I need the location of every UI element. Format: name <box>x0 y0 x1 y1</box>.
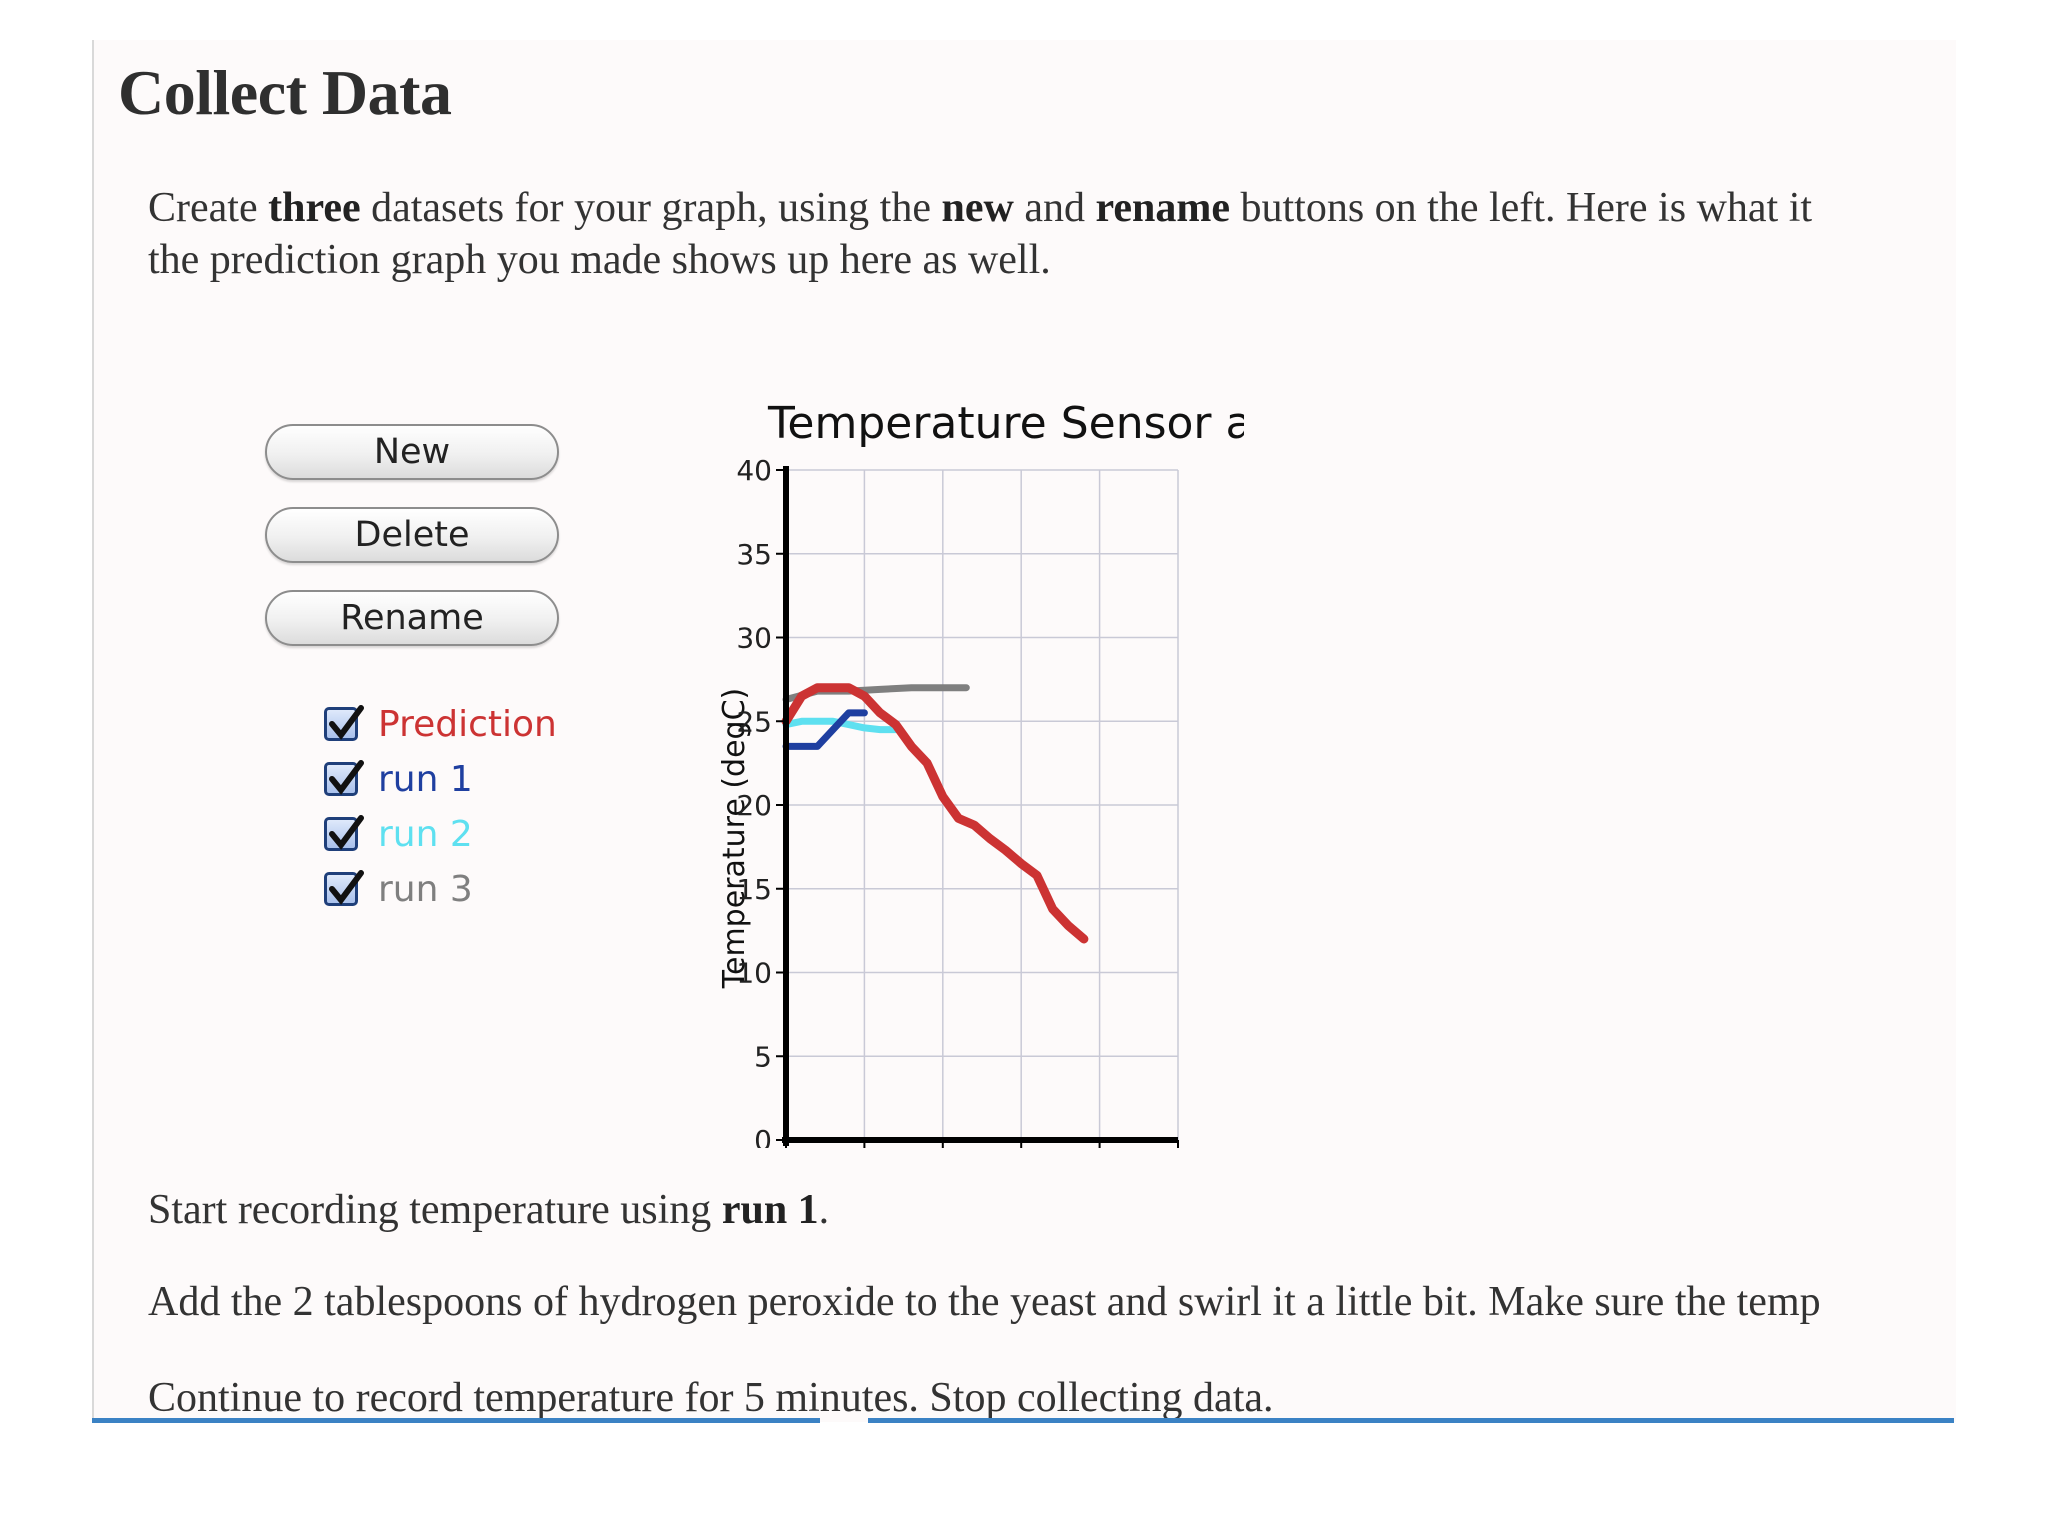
intro-bold-three: three <box>268 185 361 231</box>
series-line-run-1 <box>782 709 868 750</box>
legend-item-prediction[interactable]: Prediction <box>324 702 557 746</box>
intro-text: and <box>1013 185 1096 231</box>
instruction-continue-recording: Continue to record temperature for 5 min… <box>148 1375 1274 1421</box>
y-tick-label: 15 <box>736 873 772 906</box>
y-tick-label: 35 <box>736 538 772 571</box>
legend-item-run-1[interactable]: run 1 <box>324 757 473 801</box>
instruction-text: Start recording temperature using <box>148 1187 722 1233</box>
legend-label-run-2: run 2 <box>378 813 473 855</box>
chart-title: Temperature Sensor and <box>767 398 1244 449</box>
checkbox-checked-icon[interactable] <box>324 815 364 851</box>
intro-text: datasets for your graph, using the <box>360 185 942 231</box>
legend-item-run-2[interactable]: run 2 <box>324 812 473 856</box>
intro-text: Create <box>148 185 269 231</box>
checkbox-checked-icon[interactable] <box>324 870 364 906</box>
checkbox-checked-icon[interactable] <box>324 760 364 796</box>
page-title: Collect Data <box>118 57 452 128</box>
instruction-add-peroxide: Add the 2 tablespoons of hydrogen peroxi… <box>148 1279 1821 1325</box>
y-tick-label: 20 <box>736 789 772 822</box>
legend-label-run-1: run 1 <box>378 758 473 800</box>
chart-axes <box>782 466 1178 1146</box>
intro-bold-new: new <box>941 185 1014 231</box>
y-tick-label: 5 <box>754 1040 772 1073</box>
y-tick-label: 25 <box>736 705 772 738</box>
graph-widget: New Delete Rename Prediction run 1 run 2 <box>172 340 1252 1148</box>
legend-label-run-3: run 3 <box>378 868 473 910</box>
rename-button[interactable]: Rename <box>265 590 559 646</box>
y-tick-label: 30 <box>736 622 772 655</box>
chart-grid <box>786 469 1179 1140</box>
y-tick-label: 10 <box>736 957 772 990</box>
legend-label-prediction: Prediction <box>378 703 557 745</box>
y-tick-label: 0 <box>754 1124 772 1148</box>
y-tick-label: 40 <box>736 454 772 487</box>
chart-series <box>781 683 1089 944</box>
content-panel: Collect Data Create three datasets for y… <box>92 40 1956 1422</box>
series-line-prediction <box>781 683 1089 944</box>
instruction-bold-run-1: run 1 <box>721 1187 819 1233</box>
checkbox-checked-icon[interactable] <box>324 705 364 741</box>
intro-bold-rename: rename <box>1095 185 1230 231</box>
delete-button[interactable]: Delete <box>265 507 559 563</box>
y-axis-label: Temperature (degC) <box>717 688 752 989</box>
legend-item-run-3[interactable]: run 3 <box>324 867 473 911</box>
bottom-divider <box>868 1418 1954 1423</box>
instruction-text: . <box>818 1187 830 1233</box>
new-button[interactable]: New <box>265 424 559 480</box>
intro-text: buttons on the left. Here is what it <box>1230 185 1813 231</box>
chart-ticks: 05101520253035400510152025 <box>736 454 1179 1148</box>
temperature-chart: Temperature Sensor and Temperature (degC… <box>717 398 1244 1148</box>
bottom-divider <box>92 1418 820 1423</box>
instruction-start-recording: Start recording temperature using run 1. <box>148 1186 829 1234</box>
intro-paragraph: Create three datasets for your graph, us… <box>148 182 1812 286</box>
intro-text-line2: the prediction graph you made shows up h… <box>148 237 1051 283</box>
